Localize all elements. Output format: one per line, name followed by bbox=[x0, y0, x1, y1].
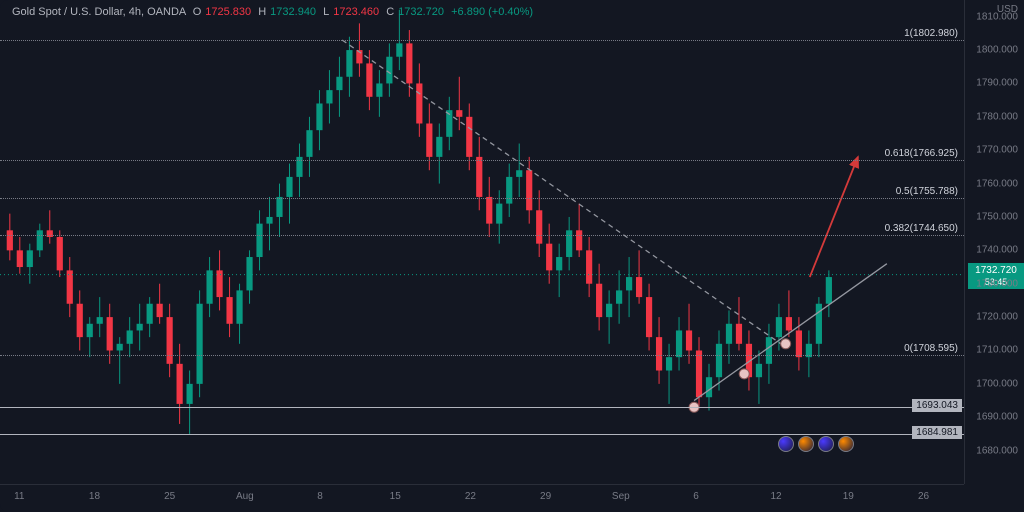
price-tick: 1790.000 bbox=[976, 78, 1018, 89]
chart-root: Gold Spot / U.S. Dollar, 4h, OANDA O1725… bbox=[0, 0, 1024, 512]
price-tick: 1680.000 bbox=[976, 445, 1018, 456]
price-tick: 1810.000 bbox=[976, 11, 1018, 22]
price-tick: 1800.000 bbox=[976, 45, 1018, 56]
time-tick: 12 bbox=[770, 491, 781, 502]
fib-level-line[interactable] bbox=[0, 355, 964, 356]
time-tick: 29 bbox=[540, 491, 551, 502]
price-tick: 1740.000 bbox=[976, 245, 1018, 256]
ohlc-c-label: C bbox=[386, 6, 394, 18]
horizontal-line[interactable] bbox=[0, 434, 964, 435]
chart-header: Gold Spot / U.S. Dollar, 4h, OANDA O1725… bbox=[12, 6, 533, 18]
plot-area[interactable]: 1(1802.980) 0.618(1766.925) 0.5(1755.788) 0… bbox=[0, 0, 964, 484]
indicator-icon[interactable] bbox=[778, 436, 794, 452]
time-tick: 18 bbox=[89, 491, 100, 502]
time-tick: 26 bbox=[918, 491, 929, 502]
overlay-layer bbox=[0, 0, 964, 484]
time-tick: 8 bbox=[317, 491, 323, 502]
fib-level-line[interactable] bbox=[0, 160, 964, 161]
time-tick: Aug bbox=[236, 491, 254, 502]
ohlc-o-value: 1725.830 bbox=[205, 6, 251, 18]
fib-level-line[interactable] bbox=[0, 235, 964, 236]
time-tick: 6 bbox=[693, 491, 699, 502]
fib-level-line[interactable] bbox=[0, 198, 964, 199]
time-tick: 15 bbox=[390, 491, 401, 502]
time-tick: 22 bbox=[465, 491, 476, 502]
price-tick: 1720.000 bbox=[976, 312, 1018, 323]
ohlc-h-value: 1732.940 bbox=[270, 6, 316, 18]
indicator-icon[interactable] bbox=[798, 436, 814, 452]
time-tick: 11 bbox=[14, 491, 24, 502]
ohlc-h-label: H bbox=[258, 6, 266, 18]
fib-level-label: 0(1708.595) bbox=[904, 343, 958, 354]
price-tick: 1780.000 bbox=[976, 111, 1018, 122]
price-axis[interactable]: USD 1680.0001690.0001700.0001710.0001720… bbox=[964, 0, 1024, 484]
ohlc-l-label: L bbox=[323, 6, 329, 18]
horizontal-line-label: 1693.043 bbox=[912, 399, 962, 412]
time-tick: Sep bbox=[612, 491, 630, 502]
price-tick: 1710.000 bbox=[976, 345, 1018, 356]
ohlc-o-label: O bbox=[193, 6, 202, 18]
price-tick: 1770.000 bbox=[976, 145, 1018, 156]
candlestick-layer bbox=[0, 0, 964, 484]
price-tick: 1750.000 bbox=[976, 211, 1018, 222]
time-tick: 25 bbox=[164, 491, 175, 502]
horizontal-line[interactable] bbox=[0, 407, 964, 408]
ohlc-l-value: 1723.460 bbox=[333, 6, 379, 18]
symbol-name: Gold Spot / U.S. Dollar, 4h, OANDA bbox=[12, 6, 186, 18]
time-axis[interactable]: 11 18 25 Aug 8 15 22 29 Sep 6 12 19 26 bbox=[0, 484, 964, 512]
indicator-icon[interactable] bbox=[838, 436, 854, 452]
fib-level-label: 0.618(1766.925) bbox=[885, 148, 958, 159]
price-tick: 1730.000 bbox=[976, 278, 1018, 289]
indicator-icon[interactable] bbox=[818, 436, 834, 452]
price-tick: 1700.000 bbox=[976, 378, 1018, 389]
fib-level-label: 0.5(1755.788) bbox=[896, 186, 958, 197]
price-tick: 1690.000 bbox=[976, 412, 1018, 423]
time-tick: 19 bbox=[843, 491, 854, 502]
indicator-icon-row bbox=[778, 436, 854, 452]
ohlc-c-value: 1732.720 bbox=[398, 6, 444, 18]
fib-level-label: 1(1802.980) bbox=[904, 28, 958, 39]
ohlc-change: +6.890 (+0.40%) bbox=[451, 6, 533, 18]
price-tick: 1760.000 bbox=[976, 178, 1018, 189]
fib-level-line[interactable] bbox=[0, 40, 964, 41]
fib-level-label: 0.382(1744.650) bbox=[885, 223, 958, 234]
horizontal-line-label: 1684.981 bbox=[912, 426, 962, 439]
